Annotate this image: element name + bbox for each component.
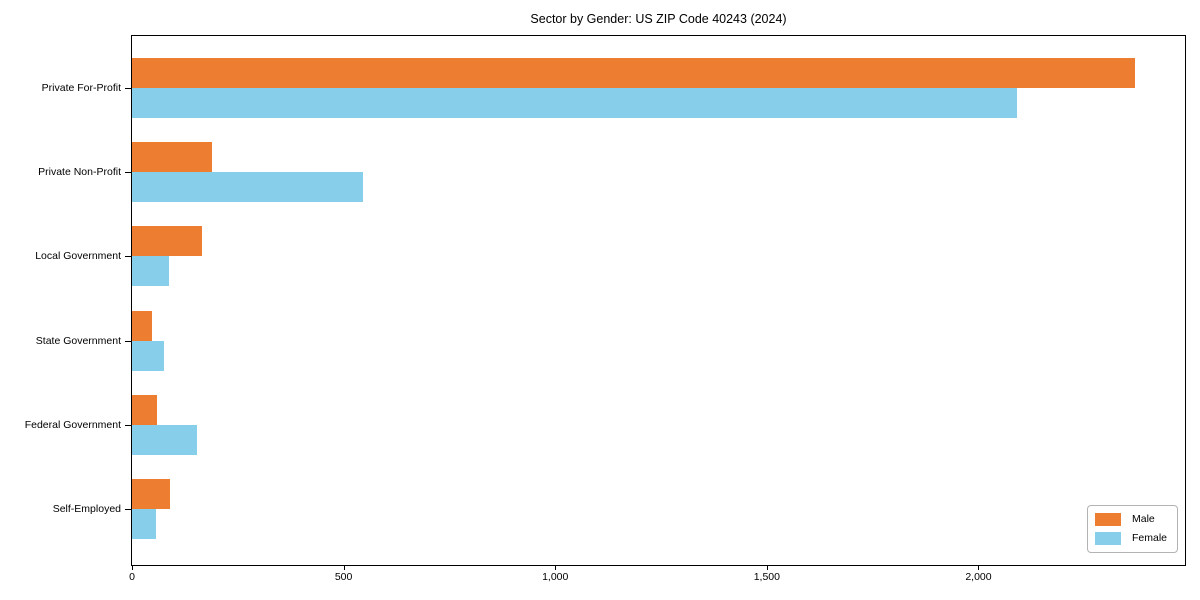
legend-item-female: Female [1094, 532, 1167, 545]
bar-male-state-government [132, 310, 153, 341]
legend-swatch-male [1094, 513, 1121, 526]
y-tick-mark-state-government [125, 340, 131, 342]
legend-label-male: Male [1131, 513, 1155, 525]
x-tick-mark-500 [343, 566, 345, 570]
bar-female-private-for-profit [132, 88, 1017, 118]
x-tick-label-1-000: 1,000 [542, 571, 569, 583]
legend-item-male: Male [1094, 513, 1167, 526]
y-tick-mark-federal-government [125, 424, 131, 426]
y-tick-mark-local-government [125, 256, 131, 258]
y-tick-label-local-government: Local Government [35, 250, 121, 263]
legend-swatch-female [1094, 532, 1121, 545]
chart-title: Sector by Gender: US ZIP Code 40243 (202… [530, 12, 787, 26]
x-tick-label-1-500: 1,500 [753, 571, 780, 583]
x-tick-mark-1-000 [555, 566, 557, 570]
x-tick-mark-2-000 [978, 566, 980, 570]
y-tick-label-self-employed: Self-Employed [52, 503, 121, 515]
y-tick-mark-private-for-profit [125, 88, 131, 89]
bar-female-private-non-profit [132, 172, 363, 203]
bar-male-private-non-profit [132, 142, 213, 173]
plot-area: Male Female [131, 35, 1186, 566]
x-tick-label-500: 500 [334, 571, 353, 583]
y-tick-label-state-government: State Government [35, 334, 121, 347]
bar-female-self-employed [132, 509, 157, 539]
y-tick-mark-self-employed [125, 509, 131, 510]
legend: Male Female [1086, 505, 1178, 553]
bar-female-federal-government [132, 424, 197, 455]
bar-male-self-employed [132, 479, 171, 509]
x-tick-label-2-000: 2,000 [965, 571, 992, 583]
legend-label-female: Female [1131, 532, 1167, 544]
bar-female-state-government [132, 340, 164, 371]
bar-male-private-for-profit [132, 58, 1136, 88]
y-tick-mark-private-non-profit [125, 172, 131, 174]
y-tick-label-private-non-profit: Private Non-Profit [38, 166, 121, 179]
bar-male-local-government [132, 226, 202, 257]
x-tick-label-0: 0 [129, 571, 135, 583]
x-tick-mark-0 [132, 566, 133, 570]
bar-male-federal-government [132, 394, 158, 425]
y-tick-label-private-for-profit: Private For-Profit [41, 82, 121, 94]
y-tick-label-federal-government: Federal Government [24, 418, 121, 431]
x-tick-mark-1-500 [766, 566, 768, 570]
bar-female-local-government [132, 256, 169, 287]
